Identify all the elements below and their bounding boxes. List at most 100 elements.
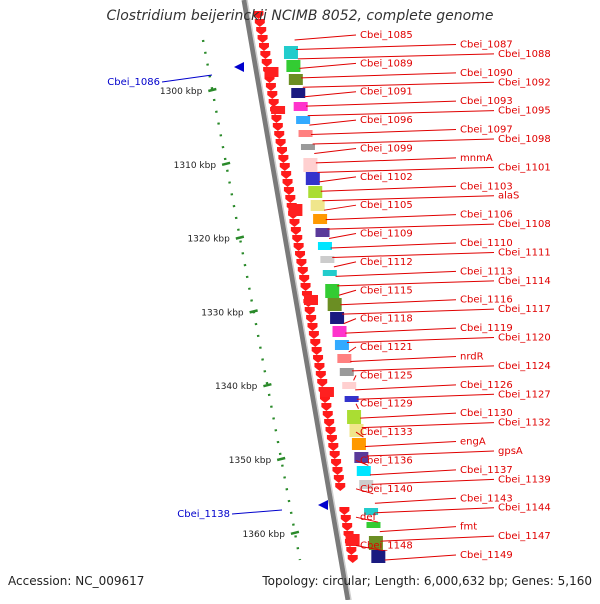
gene-label[interactable]: Cbei_1126 [460,380,513,391]
highlighted-gene-label[interactable]: Cbei_1086 [107,77,160,88]
highlight-marker [234,62,244,72]
gene-label[interactable]: Cbei_1144 [498,503,551,514]
gene-leader-line [314,147,357,154]
gene-label[interactable]: Cbei_1088 [498,49,551,60]
gene-label[interactable]: Cbei_1118 [360,314,413,325]
gene-label[interactable]: def [360,512,377,523]
gene-label[interactable]: Cbei_1106 [460,210,513,221]
gene-leader-line [371,478,495,485]
gene-label[interactable]: Cbei_1112 [360,257,413,268]
gene-label[interactable]: Cbei_1125 [360,370,413,381]
gene-label[interactable]: Cbei_1119 [460,323,513,334]
highlighted-gene-label[interactable]: Cbei_1138 [177,509,230,520]
gene-label[interactable]: Cbei_1111 [498,247,551,258]
ruler-tick-label: 1360 kbp [243,530,286,540]
gene-block [271,106,286,114]
gene-leader-line [350,355,457,362]
gene-arrow [310,339,321,347]
gene-leader-line [332,251,495,258]
gene-label[interactable]: Cbei_1137 [460,465,513,476]
gene-label[interactable]: Cbei_1092 [498,77,551,88]
gene-label[interactable]: Cbei_1124 [498,361,551,372]
feature-block [371,550,386,563]
gene-label[interactable]: Cbei_1087 [460,39,513,50]
gene-label[interactable]: Cbei_1089 [360,58,413,69]
gene-leader-line [337,280,495,287]
gene-label[interactable]: Cbei_1095 [498,106,551,117]
gene-label[interactable]: Cbei_1147 [498,531,551,542]
gene-arrow [257,35,268,43]
feature-block [283,46,298,59]
gene-label[interactable]: Cbei_1148 [360,541,413,552]
gene-label[interactable]: mnmA [460,153,493,164]
gene-leader-line [324,204,357,211]
gene-label[interactable]: gpsA [498,446,523,457]
gene-label[interactable]: Cbei_1103 [460,181,513,192]
gene-leader-line [361,422,495,429]
gene-leader-line [348,346,357,353]
gene-leader-line [353,375,357,381]
gene-leader-line [302,81,495,88]
gene-label[interactable]: Cbei_1136 [360,455,413,466]
gene-label[interactable]: Cbei_1097 [460,125,513,136]
gene-label[interactable]: Cbei_1149 [460,550,513,561]
gene-label[interactable]: Cbei_1102 [360,172,413,183]
gene-arrow [308,331,319,339]
gene-label[interactable]: Cbei_1105 [360,200,413,211]
feature-block [313,214,328,224]
gene-label[interactable]: Cbei_1127 [498,389,551,400]
gene-arrow [307,323,318,331]
feature-block [339,368,354,376]
gene-label[interactable]: Cbei_1139 [498,474,551,485]
gene-label[interactable]: Cbei_1091 [360,87,413,98]
feature-block [366,522,381,528]
gene-label[interactable]: Cbei_1101 [498,162,551,173]
gene-arrow [282,179,293,187]
gene-label[interactable]: Cbei_1143 [460,493,513,504]
gene-label[interactable]: nrdR [460,351,484,362]
gene-label[interactable]: Cbei_1121 [360,342,413,353]
gene-label[interactable]: Cbei_1098 [498,134,551,145]
gene-label[interactable]: Cbei_1108 [498,219,551,230]
gene-label[interactable]: Cbei_1096 [360,115,413,126]
gene-label[interactable]: Cbei_1120 [498,333,551,344]
gene-label[interactable]: Cbei_1085 [360,30,413,41]
gene-leader-line [345,327,457,334]
gene-label[interactable]: alaS [498,191,519,202]
gene-label[interactable]: Cbei_1129 [360,399,413,410]
gene-leader-line [356,393,495,400]
gene-label[interactable]: Cbei_1132 [498,418,551,429]
gene-label[interactable]: Cbei_1130 [460,408,513,419]
gene-arrow [347,555,358,563]
gene-label[interactable]: Cbei_1140 [360,484,413,495]
gene-label[interactable]: Cbei_1093 [460,96,513,107]
gene-label[interactable]: Cbei_1113 [460,266,513,277]
gene-label[interactable]: Cbei_1133 [360,427,413,438]
gene-label[interactable]: fmt [460,522,477,533]
ruler-tick-label: 1350 kbp [229,456,272,466]
gene-label[interactable]: Cbei_1116 [460,295,513,306]
gene-arrow [321,403,332,411]
gene-label[interactable]: Cbei_1109 [360,229,413,240]
gene-leader-line [335,270,457,277]
gene-arrow [253,11,264,19]
gene-label[interactable]: Cbei_1099 [360,143,413,154]
gene-label[interactable]: Cbei_1114 [498,276,551,287]
gene-leader-line [376,507,495,514]
gene-arrow [328,443,339,451]
gene-arrow [261,59,272,67]
gene-label[interactable]: Cbei_1110 [460,238,513,249]
gene-label[interactable]: Cbei_1117 [498,304,551,315]
gene-leader-line [309,119,357,126]
gene-label[interactable]: Cbei_1115 [360,285,413,296]
gene-label[interactable]: Cbei_1090 [460,68,513,79]
feature-block [325,284,340,298]
highlight-marker [318,500,328,510]
gene-arrow [295,251,306,259]
gene-label[interactable]: engA [460,437,486,448]
gene-arrow [281,171,292,179]
genome-backbone [241,0,352,601]
